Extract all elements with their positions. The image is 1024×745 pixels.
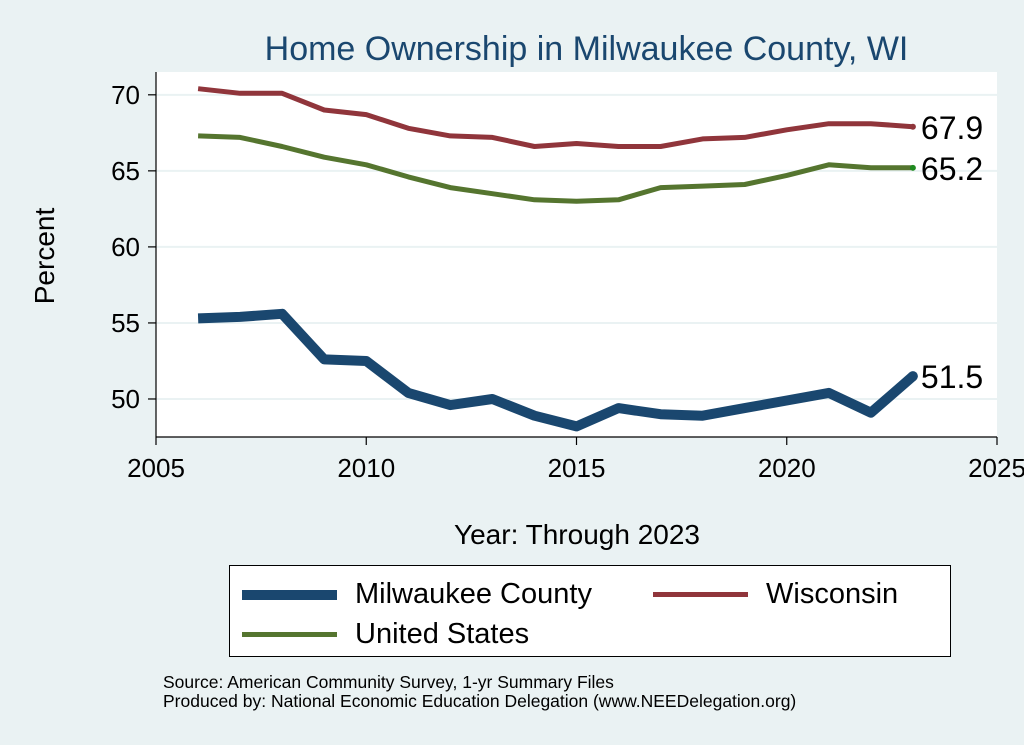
series-line-united-states — [198, 133, 913, 204]
chart-title: Home Ownership in Milwaukee County, WI — [265, 30, 909, 68]
legend-swatch-united-states — [242, 632, 337, 637]
end-label-wisconsin: 67.9 — [921, 110, 983, 146]
legend-item-milwaukee-county: Milwaukee County — [242, 578, 592, 611]
x-tick-label: 2010 — [337, 453, 395, 483]
x-tick-label: 2020 — [758, 453, 816, 483]
legend-label: Milwaukee County — [355, 578, 592, 610]
legend-swatch-milwaukee-county — [242, 589, 337, 600]
y-tick-label: 50 — [111, 384, 140, 414]
legend-item-wisconsin: Wisconsin — [653, 578, 898, 611]
line-chart: 50 55 60 65 70 2005 2010 2015 2020 2025 Home Owner… — [29, 30, 1024, 550]
series-line-milwaukee-county — [197, 308, 917, 432]
y-tick-label: 55 — [111, 308, 140, 338]
legend-label: United States — [355, 618, 530, 650]
end-label-milwaukee-county: 51.5 — [921, 359, 983, 395]
x-tick-label: 2015 — [548, 453, 606, 483]
producer-line: Produced by: National Economic Education… — [163, 691, 797, 711]
end-point-milwaukee-county — [907, 371, 918, 382]
x-axis-label: Year: Through 2023 — [454, 519, 700, 550]
legend-item-united-states: United States — [242, 618, 529, 651]
legend-swatch-wisconsin — [653, 592, 748, 597]
y-axis-label: Percent — [29, 208, 60, 305]
plot-area — [156, 72, 997, 437]
y-tick-label: 70 — [111, 80, 140, 110]
source-note: Source: American Community Survey, 1-yr … — [163, 673, 796, 711]
end-point-wisconsin — [909, 123, 916, 130]
end-point-united-states — [909, 164, 916, 171]
source-line: Source: American Community Survey, 1-yr … — [163, 672, 614, 692]
y-tick-label: 65 — [111, 156, 140, 186]
legend-label: Wisconsin — [766, 578, 899, 610]
y-tick-label: 60 — [111, 232, 140, 262]
x-tick-label: 2025 — [968, 453, 1024, 483]
series-line-wisconsin — [197, 86, 914, 149]
legend: Milwaukee County Wisconsin United States — [229, 565, 951, 657]
x-tick-label: 2005 — [127, 453, 185, 483]
end-label-united-states: 65.2 — [921, 151, 983, 187]
